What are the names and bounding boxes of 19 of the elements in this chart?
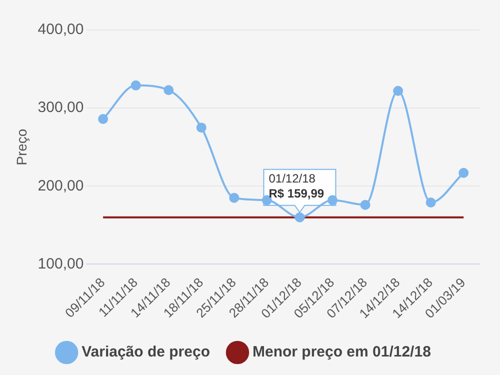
point	[98, 114, 108, 124]
point	[393, 86, 404, 96]
annotation: 01/12/18 R$ 159,99	[268, 172, 324, 201]
point	[130, 80, 141, 90]
point	[328, 195, 338, 206]
y-tick-label: 300,00	[38, 99, 84, 116]
point	[360, 200, 370, 210]
point	[196, 122, 206, 133]
legend-label: Menor preço em 01/12/18	[252, 344, 431, 361]
point	[458, 168, 469, 178]
y-axis-title: Preço	[13, 128, 30, 166]
y-tick-label: 100,00	[38, 255, 84, 272]
legend-label: Variação de preço	[82, 344, 210, 361]
y-tick-label: 400,00	[38, 21, 84, 38]
y-tick-label: 200,00	[38, 177, 84, 194]
point	[164, 85, 174, 96]
point	[294, 212, 305, 222]
point	[229, 192, 240, 203]
point	[426, 198, 436, 208]
